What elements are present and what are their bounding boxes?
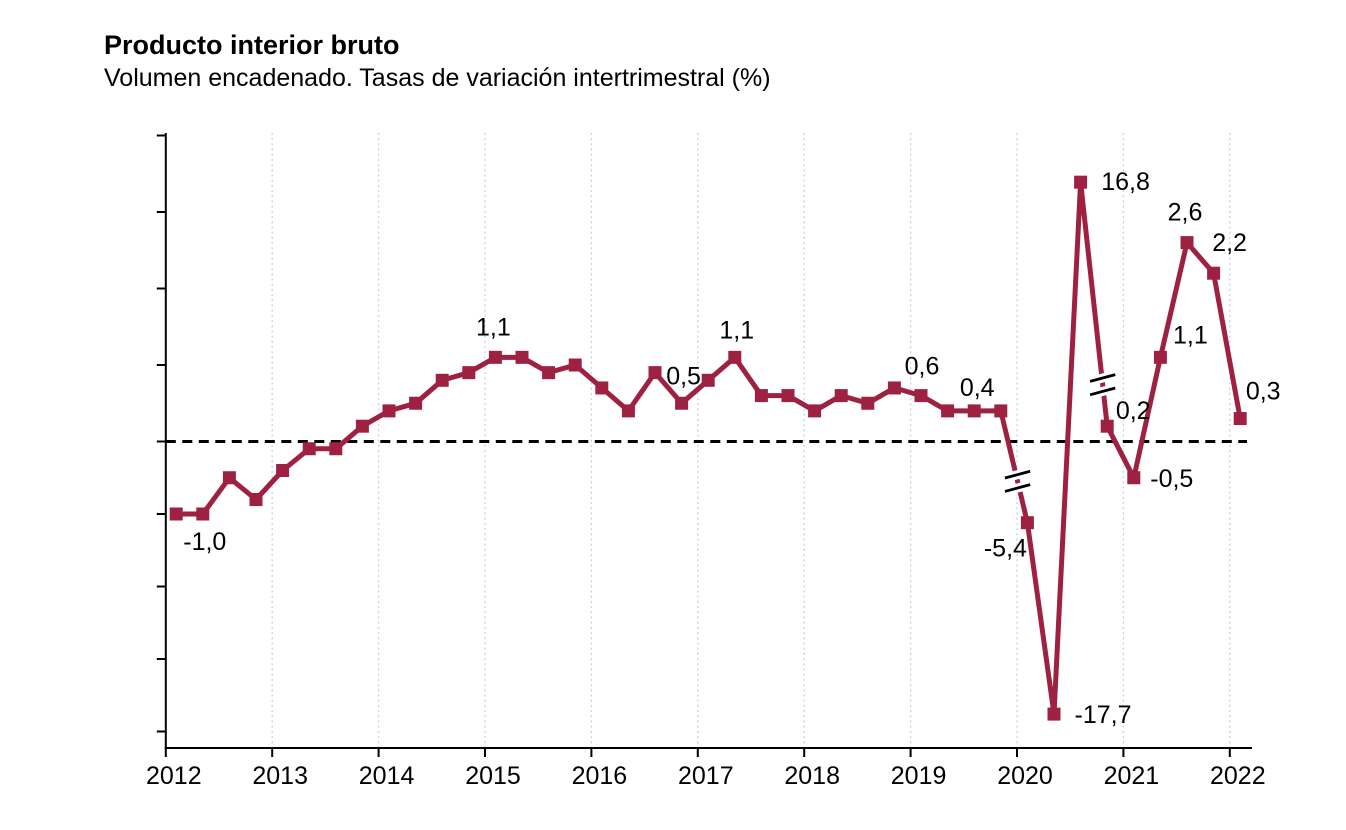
- data-point-marker: [515, 350, 529, 364]
- data-point-marker: [1047, 707, 1061, 721]
- data-point-marker: [994, 404, 1008, 418]
- year-tick-label: 2022: [1210, 762, 1266, 790]
- data-point-marker: [675, 396, 689, 410]
- data-point-marker: [914, 389, 928, 403]
- data-point-marker: [621, 404, 635, 418]
- data-point-marker: [488, 350, 502, 364]
- chart-title: Producto interior bruto: [104, 30, 400, 60]
- axis-break-mark: [1089, 373, 1116, 383]
- year-tick-label: 2015: [465, 762, 521, 790]
- axis-break-mark: [1004, 469, 1031, 480]
- data-point-label: 0,2: [1116, 397, 1151, 425]
- data-point-marker: [355, 419, 369, 433]
- data-point-marker: [1233, 412, 1247, 426]
- data-point-label: 0,4: [960, 374, 995, 402]
- data-point-marker: [542, 366, 556, 380]
- data-point-marker: [1074, 175, 1088, 189]
- data-point-marker: [462, 366, 476, 380]
- data-point-marker: [222, 471, 236, 485]
- year-tick-label: 2014: [359, 762, 415, 790]
- data-point-marker: [1207, 266, 1221, 280]
- data-point-label: 2,6: [1168, 199, 1203, 227]
- axis-break-mark: [1004, 483, 1031, 493]
- data-point-marker: [781, 389, 795, 403]
- data-point-label: 1,1: [476, 313, 511, 341]
- data-point-label: 0,3: [1246, 378, 1281, 406]
- data-point-label: 1,1: [1173, 321, 1208, 349]
- data-point-label: 0,5: [666, 362, 701, 390]
- year-tick-label: 2018: [784, 762, 840, 790]
- data-point-marker: [302, 442, 316, 456]
- data-point-marker: [196, 507, 210, 521]
- data-point-marker: [409, 396, 423, 410]
- data-point-label: 16,8: [1101, 168, 1150, 196]
- data-point-label: -0,5: [1150, 465, 1193, 493]
- data-point-marker: [169, 507, 183, 521]
- data-point-marker: [701, 373, 715, 387]
- data-point-marker: [249, 493, 263, 506]
- data-point-marker: [808, 404, 822, 418]
- data-point-marker: [754, 389, 768, 403]
- data-point-label: 2,2: [1212, 229, 1247, 257]
- year-tick-label: 2013: [252, 762, 308, 790]
- data-point-marker: [861, 396, 875, 410]
- data-point-label: -17,7: [1075, 701, 1132, 729]
- data-point-marker: [1180, 236, 1194, 250]
- data-point-marker: [435, 373, 449, 387]
- data-point-marker: [1100, 419, 1114, 433]
- year-tick-label: 2016: [572, 762, 628, 790]
- data-point-marker: [276, 464, 290, 477]
- data-point-label: -5,4: [984, 535, 1027, 563]
- data-point-marker: [382, 404, 396, 418]
- data-point-marker: [648, 366, 662, 380]
- data-point-marker: [329, 442, 343, 456]
- data-point-marker: [887, 381, 901, 395]
- data-point-marker: [1153, 350, 1167, 364]
- data-point-marker: [1020, 516, 1034, 530]
- data-point-marker: [595, 381, 609, 395]
- year-tick-label: 2021: [1104, 762, 1160, 790]
- year-tick-label: 2020: [997, 762, 1053, 790]
- chart-subtitle: Volumen encadenado. Tasas de variación i…: [104, 64, 771, 92]
- data-point-marker: [834, 389, 848, 403]
- year-tick-label: 2012: [146, 762, 202, 790]
- data-point-marker: [1127, 471, 1141, 485]
- data-point-marker: [568, 358, 582, 372]
- data-point-label: -1,0: [183, 528, 226, 556]
- data-point-marker: [941, 404, 955, 418]
- year-tick-label: 2019: [891, 762, 947, 790]
- axis-break-mark: [1089, 386, 1116, 397]
- data-point-marker: [728, 350, 742, 364]
- year-tick-label: 2017: [678, 762, 734, 790]
- data-point-label: 0,6: [905, 353, 940, 381]
- data-point-label: 1,1: [719, 316, 754, 344]
- data-point-marker: [967, 404, 981, 418]
